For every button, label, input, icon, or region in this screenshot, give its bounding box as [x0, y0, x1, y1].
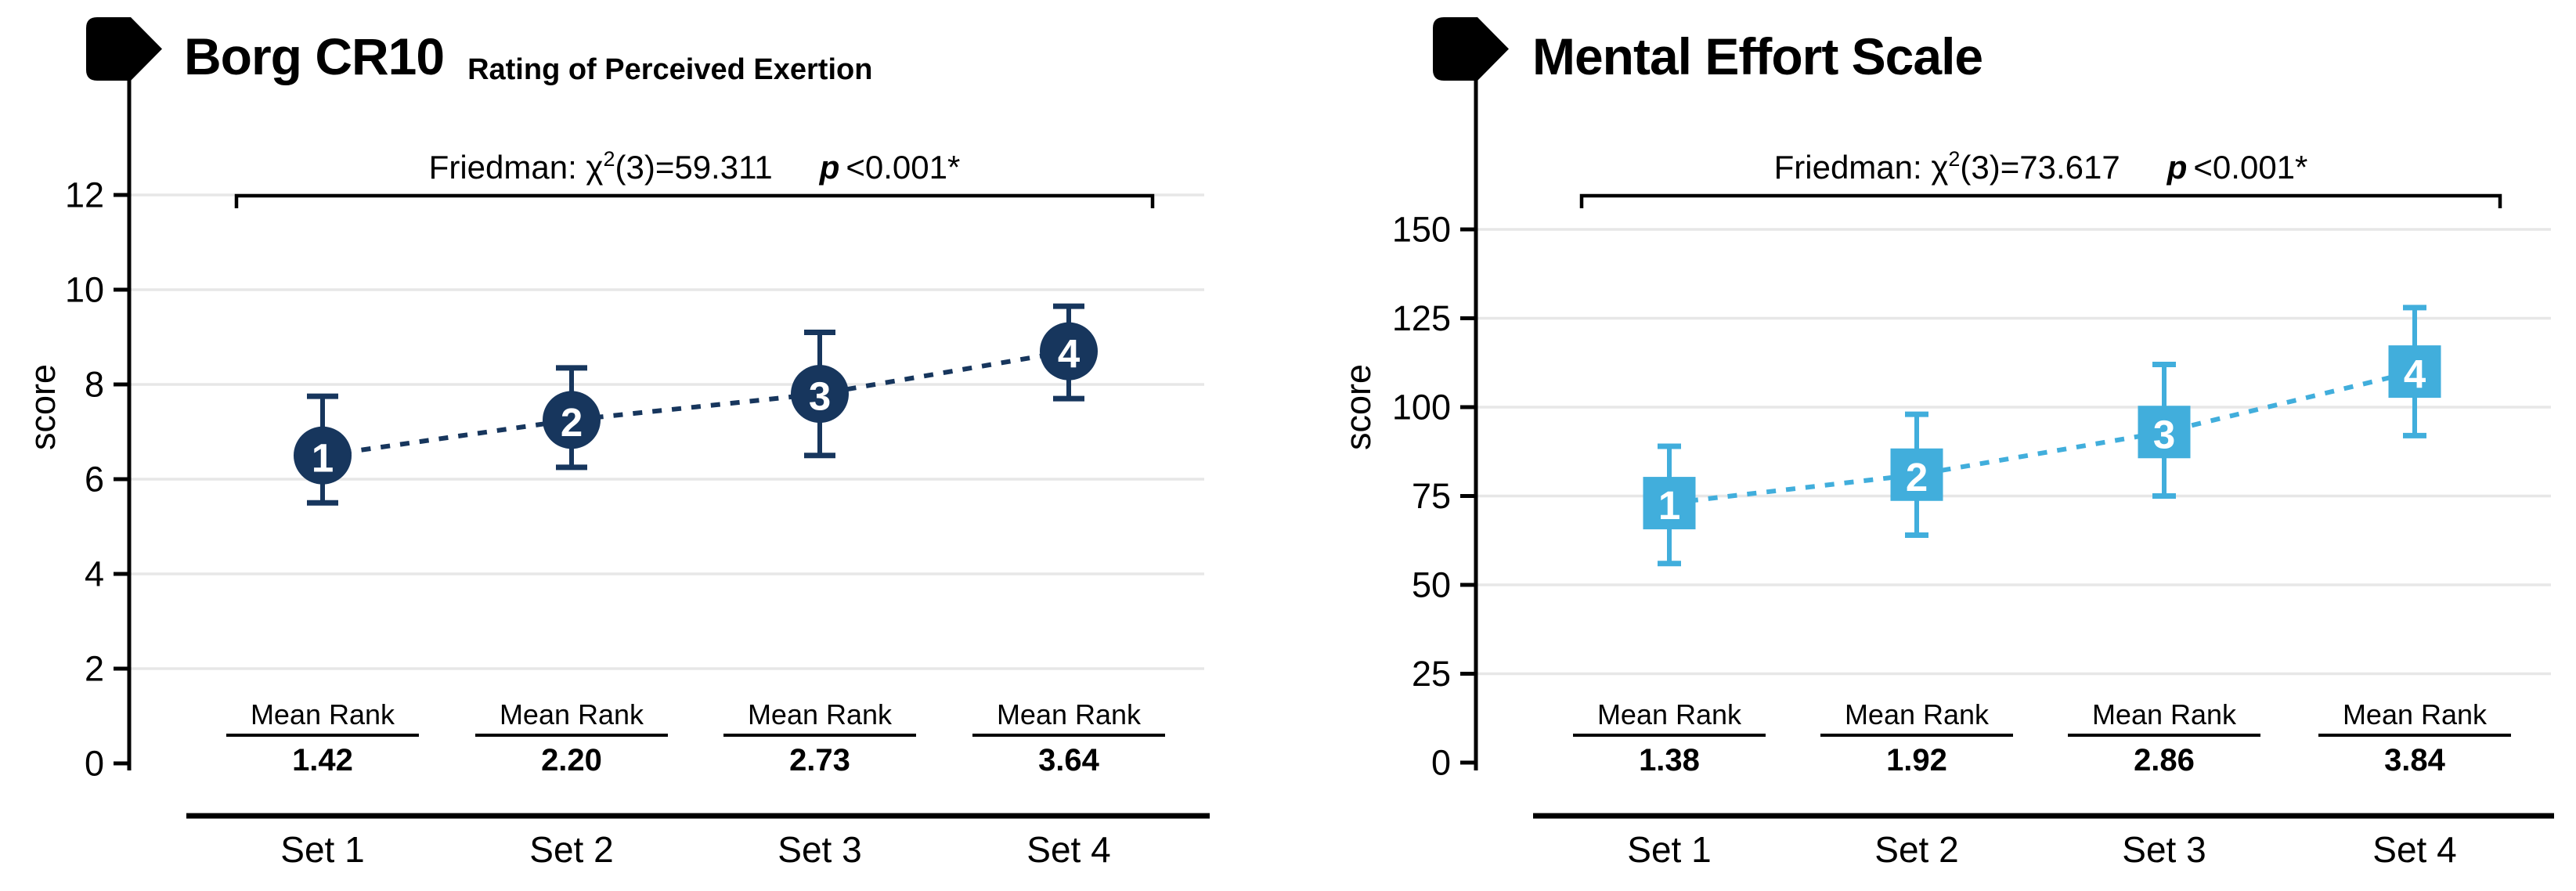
y-tick-label: 0 — [85, 744, 104, 784]
mean-rank-value: 3.64 — [1038, 743, 1100, 777]
set-label: Set 4 — [1026, 829, 1110, 870]
friedman-p-value: p <0.001* — [2167, 149, 2308, 186]
trend-line — [1669, 369, 2415, 506]
mean-rank-label: Mean Rank — [1845, 698, 1990, 730]
significance-bracket — [1579, 193, 2502, 208]
marker-label: 1 — [312, 435, 334, 480]
mean-rank-value: 2.73 — [789, 743, 850, 777]
data-point-marker — [2388, 345, 2441, 399]
mean-rank-value: 1.38 — [1639, 743, 1700, 777]
y-tick-label: 6 — [85, 460, 104, 500]
y-tick-label: 75 — [1412, 476, 1451, 516]
mean-rank-label: Mean Rank — [997, 698, 1142, 730]
y-tick-label: 8 — [85, 365, 104, 405]
p-symbol: p — [819, 149, 840, 186]
data-point-marker — [1040, 322, 1098, 381]
mean-rank-label: Mean Rank — [500, 698, 644, 730]
chi-superscript: 2 — [603, 147, 615, 171]
friedman-value: (3)=59.311 — [615, 149, 773, 186]
mean-rank-label: Mean Rank — [748, 698, 893, 730]
set-label: Set 1 — [280, 829, 364, 870]
chart-2-header: Mental Effort Scale — [1532, 27, 2006, 86]
set-label: Set 3 — [777, 829, 861, 870]
friedman-statistic: Friedman: χ2(3)=73.617 — [1774, 149, 2120, 186]
marker-label: 3 — [809, 374, 831, 419]
p-value-text: <0.001* — [846, 149, 961, 186]
marker-label: 4 — [2404, 352, 2426, 396]
set-label: Set 2 — [529, 829, 613, 870]
flag-icon — [1433, 17, 1509, 81]
chart-title: Borg CR10 — [184, 27, 445, 85]
friedman-annotation: Friedman: χ2(3)=73.617 p <0.001* — [1582, 149, 2500, 186]
y-tick-label: 100 — [1392, 388, 1451, 427]
friedman-prefix: Friedman: χ — [428, 149, 604, 186]
flag-icon — [86, 17, 162, 81]
friedman-value: (3)=73.617 — [1960, 149, 2120, 186]
p-symbol: p — [2167, 149, 2188, 186]
y-tick-label: 0 — [1431, 743, 1451, 783]
y-tick-label: 12 — [65, 175, 104, 215]
significance-bracket — [234, 193, 1155, 208]
data-point-marker — [791, 365, 849, 424]
friedman-p-value: p <0.001* — [820, 149, 961, 186]
mean-rank-value: 1.42 — [292, 743, 353, 777]
friedman-annotation: Friedman: χ2(3)=59.311 p <0.001* — [236, 149, 1153, 186]
data-point-marker — [294, 426, 352, 485]
marker-label: 1 — [1658, 483, 1680, 528]
trend-line — [322, 348, 1070, 458]
mean-rank-value: 3.84 — [2384, 743, 2446, 777]
mean-rank-label: Mean Rank — [251, 698, 395, 730]
mean-rank-value: 2.86 — [2134, 743, 2195, 777]
mean-rank-value: 1.92 — [1886, 743, 1947, 777]
data-point-marker — [2138, 406, 2191, 459]
y-tick-label: 2 — [85, 649, 104, 689]
set-label: Set 2 — [1874, 829, 1958, 870]
chart-title: Mental Effort Scale — [1532, 27, 1983, 85]
y-axis-title: score — [1338, 363, 1378, 451]
y-tick-label: 125 — [1392, 298, 1451, 338]
y-tick-label: 25 — [1412, 654, 1451, 694]
y-axis-title: score — [23, 363, 63, 451]
data-point-marker — [543, 391, 601, 449]
data-point-marker — [1890, 448, 1943, 501]
y-tick-label: 10 — [65, 270, 104, 310]
mean-rank-label: Mean Rank — [2343, 698, 2488, 730]
set-label: Set 3 — [2122, 829, 2206, 870]
chi-superscript: 2 — [1948, 147, 1961, 171]
y-tick-label: 50 — [1412, 565, 1451, 605]
chart-1-header: Borg CR10 Rating of Perceived Exertion — [184, 27, 872, 86]
set-label: Set 1 — [1627, 829, 1711, 870]
marker-label: 4 — [1058, 331, 1081, 376]
mean-rank-label: Mean Rank — [2092, 698, 2237, 730]
friedman-statistic: Friedman: χ2(3)=59.311 — [429, 149, 773, 186]
marker-label: 2 — [561, 400, 583, 445]
y-tick-label: 4 — [85, 554, 104, 594]
friedman-prefix: Friedman: χ — [1773, 149, 1949, 186]
set-label: Set 4 — [2372, 829, 2456, 870]
y-tick-label: 150 — [1392, 210, 1451, 250]
data-point-marker — [1643, 477, 1696, 530]
chart-subtitle: Rating of Perceived Exertion — [467, 53, 873, 86]
mean-rank-value: 2.20 — [541, 743, 602, 777]
mean-rank-label: Mean Rank — [1597, 698, 1742, 730]
chart-mental-effort: 0 25 50 75 100 125 150 Set 1 Set 2 Set 3 Set 4 Mean… — [1392, 17, 2554, 870]
marker-label: 3 — [2153, 412, 2175, 456]
p-value-text: <0.001* — [2193, 149, 2308, 186]
marker-label: 2 — [1906, 455, 1928, 500]
